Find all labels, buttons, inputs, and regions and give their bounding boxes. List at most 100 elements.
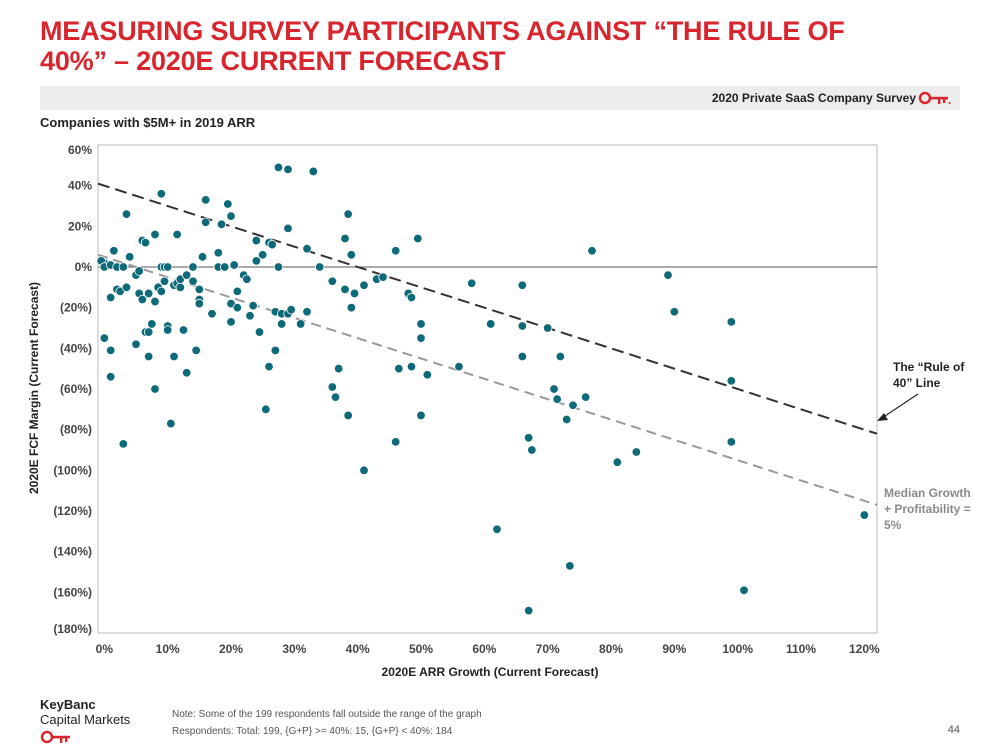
data-point [169,351,179,362]
data-point [378,272,388,282]
data-point [219,262,230,272]
data-point [330,392,341,402]
data-point [188,276,198,286]
data-point [109,246,119,256]
data-point [580,392,591,402]
data-point [302,307,312,317]
y-tick-label: (40%) [60,341,92,355]
data-point [200,195,211,205]
survey-banner: 2020 Private SaaS Company Survey [40,86,960,110]
data-point [143,288,154,299]
data-point [166,418,176,429]
data-point [248,300,258,311]
data-point [273,162,284,173]
x-tick-label: 30% [282,642,306,656]
plot-area [97,144,878,634]
data-point [156,286,167,297]
data-point [517,280,528,291]
data-point [105,345,116,356]
data-point [346,302,357,313]
key-icon [40,730,70,744]
data-point [175,282,186,293]
data-point [261,404,271,415]
footnote-respondents: Respondents: Total: 199, {G+P} >= 40%: 1… [172,726,453,737]
data-point [286,305,296,315]
data-point [140,237,151,248]
logo-line-2: Capital Markets [40,712,131,727]
data-point [359,465,369,476]
data-point [492,524,502,535]
data-point [188,262,198,272]
data-point [333,363,344,374]
annotation-arrowhead [877,413,888,421]
data-point [517,351,528,362]
data-point [121,209,132,219]
data-point [552,394,562,404]
page-title: MEASURING SURVEY PARTICIPANTS AGAINST “T… [40,16,940,76]
data-point [390,437,401,447]
x-tick-label: 60% [472,642,496,656]
data-point [273,262,284,272]
x-tick-label: 0% [96,642,114,656]
rule-of-40-line [97,182,878,435]
data-point [726,437,737,447]
title-line-2: 40%” – 2020E CURRENT FORECAST [40,46,506,76]
data-point [242,274,252,284]
data-point [394,363,404,374]
x-tick-label: 100% [722,642,753,656]
median-line [97,253,878,506]
x-tick-label: 10% [156,642,180,656]
data-point [565,561,575,571]
data-point [343,209,353,219]
data-point [859,510,870,520]
data-point [663,270,673,280]
data-point [267,239,277,250]
data-point [726,376,737,386]
data-point [561,414,572,425]
data-point [251,256,262,266]
data-point [454,361,464,372]
data-point [413,233,423,244]
rule-line-annotation-2: 40” Line [893,376,941,390]
median-annotation-1: Median Growth [884,486,971,500]
rule-line-annotation-1: The “Rule of [893,360,965,374]
data-point [276,319,287,329]
data-point [143,351,154,362]
data-point [587,246,597,256]
data-point [197,252,208,262]
data-point [251,235,262,246]
data-point [207,309,217,319]
data-point [406,361,417,372]
data-point [191,345,201,356]
data-point [416,333,426,343]
data-point [390,246,401,256]
y-tick-label: 0% [75,260,93,274]
y-axis-ticks: 60% 40% 20% 0% (20%) (40%) (60%) (80%) (100%) (12… [53,143,92,636]
banner-text: 2020 Private SaaS Company Survey [711,91,916,105]
data-point [555,351,566,362]
data-point [162,262,173,272]
data-point [162,325,173,335]
x-tick-label: 50% [409,642,433,656]
y-tick-label: (160%) [53,585,92,599]
data-point [181,368,192,378]
data-point [124,252,135,262]
median-annotation-3: 5% [884,518,902,532]
data-point [302,243,312,254]
data-point [232,286,243,297]
data-point [118,439,129,449]
logo-line-1: KeyBanc [40,697,96,712]
data-point [466,278,477,288]
data-point [359,280,369,291]
data-point [527,445,537,455]
y-tick-label: (120%) [53,504,92,518]
data-point [137,294,148,305]
data-point [254,327,265,337]
x-tick-label: 70% [536,642,560,656]
data-point [245,311,255,321]
data-point [669,307,680,317]
data-point [178,325,189,335]
data-point [226,317,236,327]
data-point [229,260,239,270]
data-point [416,319,426,329]
